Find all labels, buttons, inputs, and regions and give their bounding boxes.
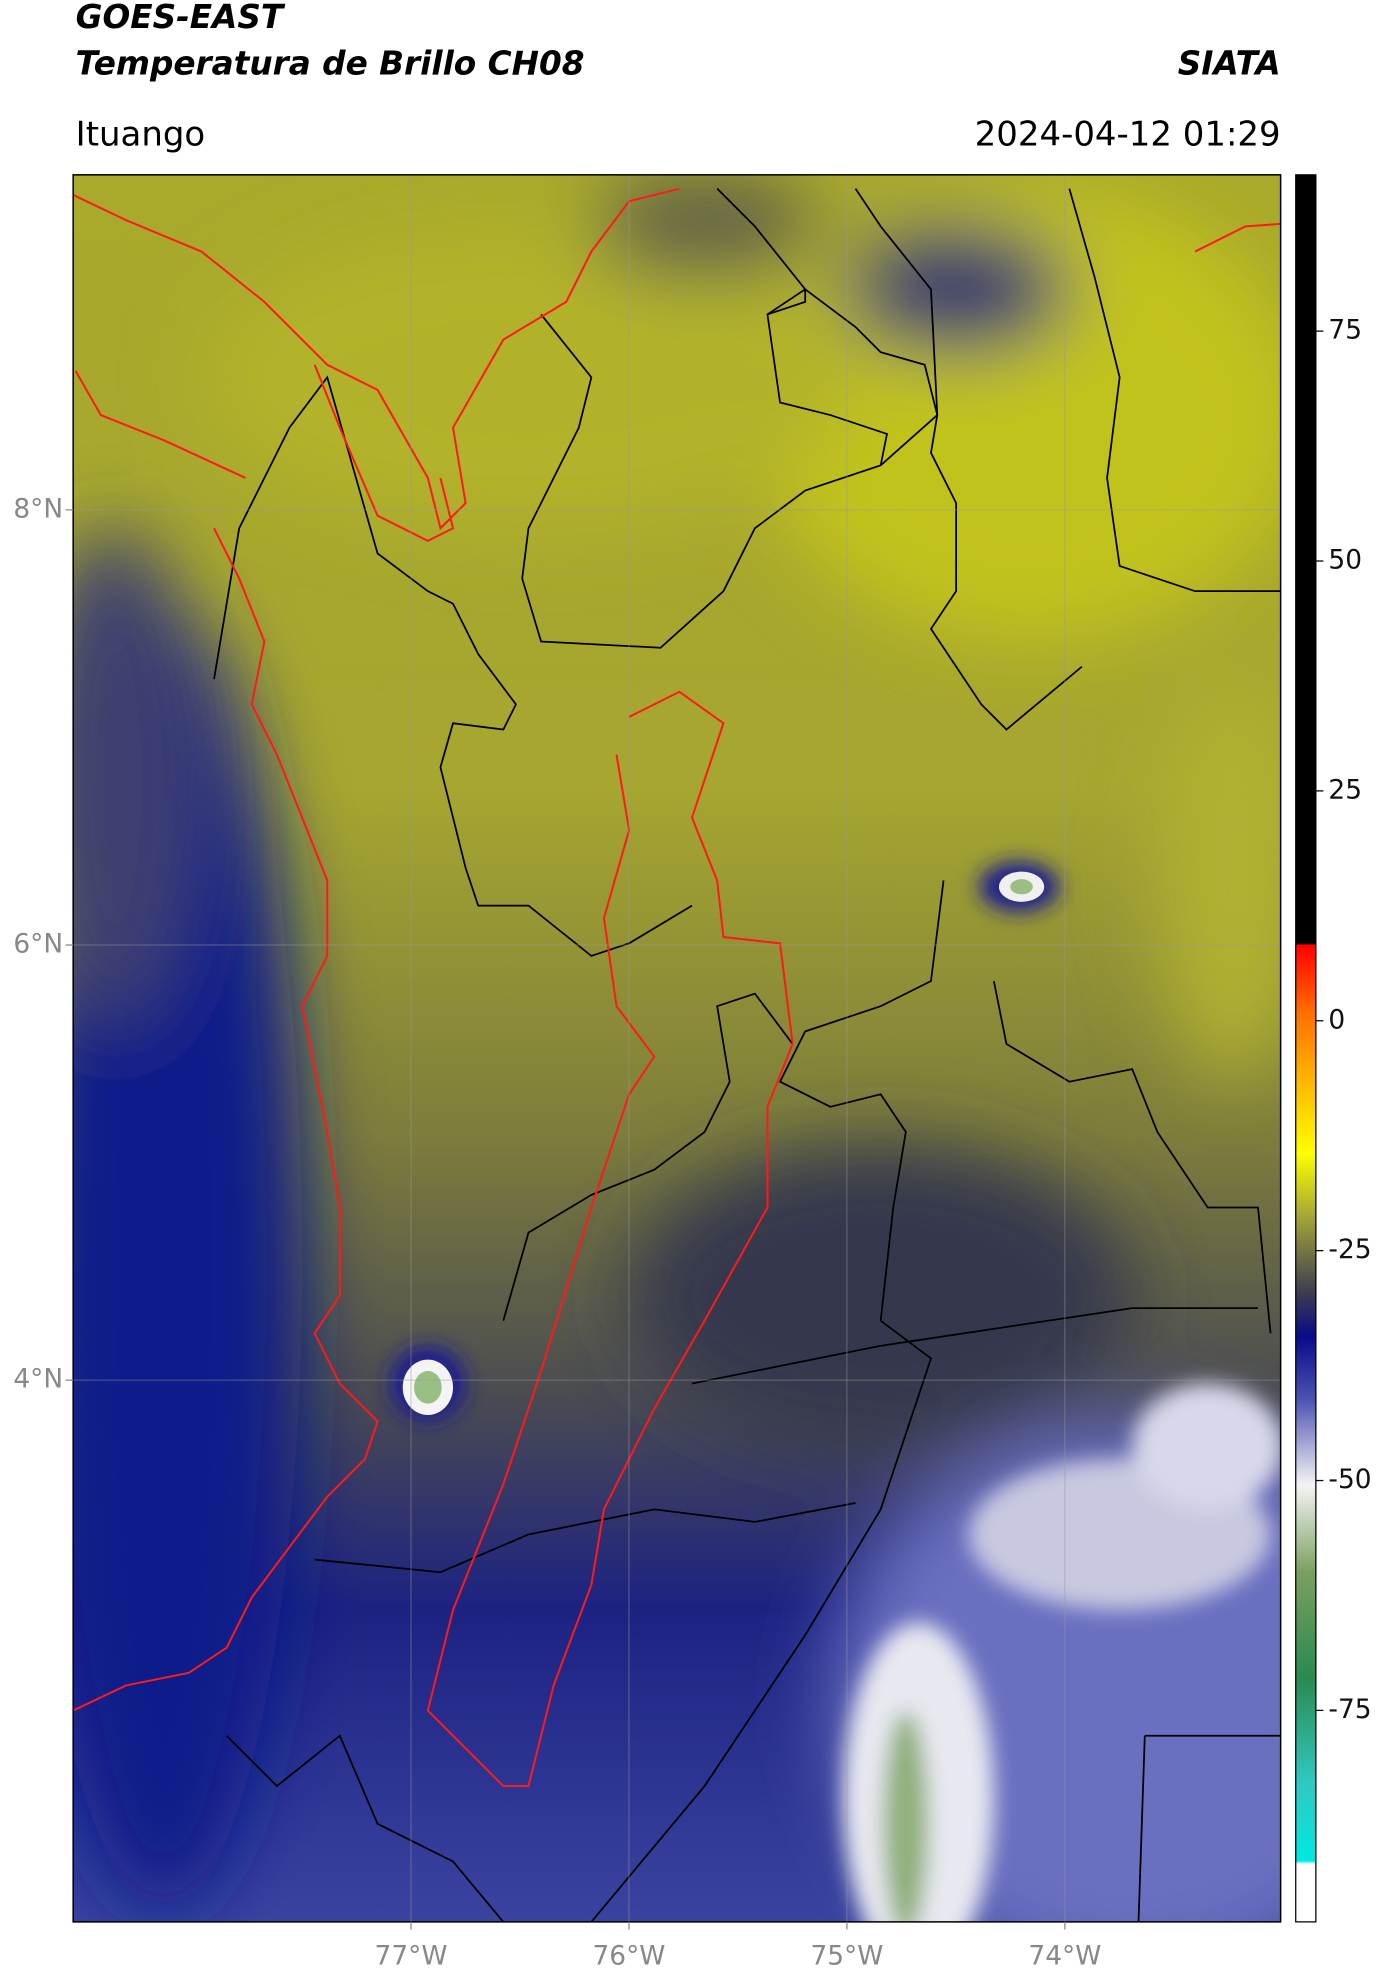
timestamp: 2024-04-12 01:29 bbox=[975, 114, 1281, 154]
y-tick-label: 4°N bbox=[13, 1364, 63, 1395]
satellite-image bbox=[73, 174, 1281, 1922]
x-tick-label: 74°W bbox=[1028, 1941, 1101, 1972]
subtitle: Temperatura de Brillo CH08 bbox=[76, 44, 585, 82]
organization: SIATA bbox=[1178, 44, 1281, 82]
region: Ituango bbox=[76, 114, 206, 154]
y-tick-label: 8°N bbox=[13, 493, 63, 524]
colorbar-tick-label: 25 bbox=[1328, 774, 1362, 805]
colorbar-tick-label: 0 bbox=[1328, 1004, 1345, 1035]
colorbar-tick-label: -75 bbox=[1328, 1694, 1371, 1725]
title: GOES-EAST bbox=[76, 0, 286, 36]
y-tick-label: 6°N bbox=[13, 929, 63, 960]
colorbar-tick-label: -25 bbox=[1328, 1234, 1371, 1265]
colorbar-tick-label: -50 bbox=[1328, 1464, 1371, 1495]
colorbar-tick-label: 50 bbox=[1328, 545, 1362, 576]
colorbar bbox=[1295, 174, 1317, 1923]
gridlines bbox=[73, 174, 1281, 1922]
map-frame bbox=[72, 174, 1282, 1923]
x-tick-label: 77°W bbox=[375, 1941, 448, 1972]
x-tick-label: 76°W bbox=[592, 1941, 665, 1972]
colorbar-tick-label: 75 bbox=[1328, 315, 1362, 346]
x-tick-label: 75°W bbox=[810, 1941, 883, 1972]
